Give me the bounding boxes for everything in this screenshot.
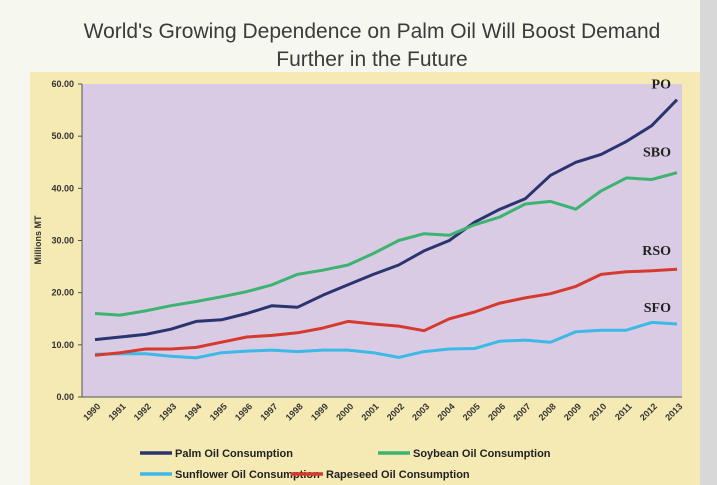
y-tick-label: 10.00 bbox=[51, 340, 74, 350]
series-line-sfo bbox=[94, 320, 678, 360]
series-label-sfo: SFO bbox=[644, 301, 671, 316]
chart-title-line1: World's Growing Dependence on Palm Oil W… bbox=[84, 20, 661, 43]
series-line-po bbox=[94, 98, 679, 342]
y-tick-label: 60.00 bbox=[51, 79, 74, 89]
series-label-po: PO bbox=[652, 78, 672, 93]
legend-label: Sunflower Oil Consumption bbox=[175, 469, 320, 481]
y-axis-label: Millions MT bbox=[33, 215, 43, 264]
legend-label: Rapeseed Oil Consumption bbox=[326, 469, 470, 481]
series-label-sbo: SBO bbox=[643, 146, 671, 161]
series-lines bbox=[94, 98, 679, 360]
y-tick-label: 20.00 bbox=[51, 288, 74, 298]
series-line-sbo bbox=[94, 171, 678, 317]
y-tick-label: 30.00 bbox=[51, 236, 74, 246]
y-tick-label: 0.00 bbox=[56, 392, 74, 402]
y-tick-label: 50.00 bbox=[51, 131, 74, 141]
legend-label: Soybean Oil Consumption bbox=[413, 448, 551, 460]
legend-label: Palm Oil Consumption bbox=[175, 448, 293, 460]
plot-area bbox=[82, 84, 682, 397]
slide-edge-shadow bbox=[700, 0, 717, 485]
y-tick-labels: 0.00 10.00 20.00 30.00 40.00 50.00 60.00 bbox=[51, 79, 82, 402]
chart-title-line2: Further in the Future bbox=[276, 48, 467, 71]
series-line-rso bbox=[94, 267, 678, 357]
legend: Palm Oil Consumption Soybean Oil Consumpt… bbox=[140, 448, 551, 481]
series-end-labels: PO SBO SFO RSO bbox=[642, 78, 671, 316]
y-tick-label: 40.00 bbox=[51, 183, 74, 193]
series-label-rso: RSO bbox=[642, 244, 671, 259]
